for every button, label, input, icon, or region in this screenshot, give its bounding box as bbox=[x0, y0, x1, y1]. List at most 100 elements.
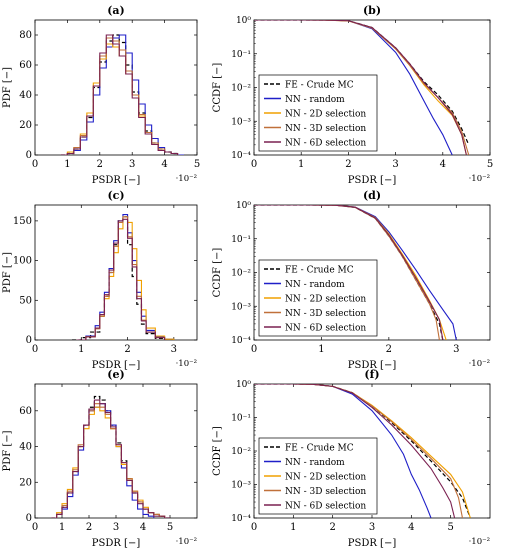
y-tick-label: 10⁰ bbox=[236, 16, 251, 26]
chart-panel-d: (d) 0 1 2 3 ·10⁻² PSDR [−] 10⁻⁴ 10⁻³ 10⁻² 10⁻¹ 10⁰ C… bbox=[212, 189, 491, 371]
x-tick-label: 5 bbox=[447, 522, 453, 533]
axes-frame bbox=[34, 204, 198, 341]
y-tick-label: 20 bbox=[19, 477, 32, 488]
x-tick-label: 2 bbox=[329, 522, 335, 533]
y-axis-label: PDF [−] bbox=[2, 430, 13, 471]
panel-title: (b) bbox=[363, 4, 381, 17]
y-tick-label: 50 bbox=[19, 295, 32, 306]
y-tick-label: 10⁰ bbox=[236, 380, 251, 390]
series-line-sel3d bbox=[76, 216, 166, 340]
x-tick-label: 0 bbox=[251, 344, 257, 355]
series-line-sel6d bbox=[254, 20, 467, 155]
x-tick-label: 3 bbox=[369, 522, 375, 533]
legend-label: NN - 3D selection bbox=[285, 309, 366, 319]
y-tick-label: 60 bbox=[19, 60, 32, 71]
y-axis-label: PDF [−] bbox=[2, 67, 13, 108]
x-tick-label: 2 bbox=[86, 522, 92, 533]
chart-panel-f: (f) 0 1 2 3 4 5 ·10⁻² PSDR [−] 10⁻⁴ 10⁻³ 10⁻² 10⁻¹ 10… bbox=[212, 368, 491, 549]
y-axis-label: PDF [−] bbox=[2, 252, 13, 293]
legend-label: NN - 6D selection bbox=[285, 502, 366, 512]
series-line-random bbox=[76, 213, 175, 340]
series-line-random bbox=[60, 34, 185, 155]
x-tick-label: 1 bbox=[78, 344, 84, 355]
y-axis-label: CCDF [−] bbox=[212, 63, 223, 113]
y-tick-label: 10⁻³ bbox=[231, 117, 251, 127]
series-line-sel6d bbox=[254, 384, 456, 518]
series-line-sel6d bbox=[76, 218, 166, 340]
legend-label: NN - random bbox=[285, 280, 345, 290]
y-tick-label: 10⁻¹ bbox=[231, 50, 251, 60]
x-axis-label: PSDR [−] bbox=[348, 538, 397, 549]
series-group bbox=[254, 205, 457, 340]
x-multiplier: ·10⁻² bbox=[176, 174, 197, 184]
y-tick-label: 10⁻⁴ bbox=[231, 151, 251, 161]
x-tick-label: 3 bbox=[129, 159, 135, 170]
legend-label: FE - Crude MC bbox=[285, 81, 354, 91]
legend-label: NN - 2D selection bbox=[285, 473, 366, 483]
x-axis-label: PSDR [−] bbox=[348, 175, 397, 186]
legend: FE - Crude MC NN - random NN - 2D selectio… bbox=[258, 74, 378, 152]
y-tick-label: 10⁻¹ bbox=[231, 414, 251, 424]
y-axis-label: CCDF [−] bbox=[212, 426, 223, 476]
legend-label: NN - random bbox=[285, 95, 345, 105]
x-tick-label: 0 bbox=[32, 344, 38, 355]
legend-label: NN - 6D selection bbox=[285, 139, 366, 149]
y-tick-label: 10⁰ bbox=[236, 201, 251, 211]
series-line-sel6d bbox=[254, 205, 444, 340]
series-line-sel2d bbox=[60, 43, 179, 155]
x-tick-label: 0 bbox=[251, 522, 257, 533]
x-tick-label: 4 bbox=[408, 522, 414, 533]
series-line-random bbox=[51, 403, 155, 518]
x-tick-label: 3 bbox=[113, 522, 119, 533]
y-tick-label: 10⁻² bbox=[231, 84, 251, 94]
y-tick-label: 10⁻³ bbox=[231, 481, 251, 491]
y-tick-label: 40 bbox=[19, 442, 32, 453]
y-tick-label: 10⁻⁴ bbox=[231, 336, 251, 346]
x-multiplier: ·10⁻² bbox=[176, 359, 197, 369]
legend-label: NN - random bbox=[285, 458, 345, 468]
x-tick-label: 1 bbox=[64, 159, 70, 170]
x-axis-label: PSDR [−] bbox=[92, 538, 141, 549]
x-multiplier: ·10⁻² bbox=[469, 359, 490, 369]
series-group bbox=[60, 34, 185, 155]
series-group bbox=[72, 213, 175, 340]
y-tick-label: 60 bbox=[19, 406, 32, 417]
y-tick-label: 0 bbox=[26, 513, 32, 524]
panel-title: (c) bbox=[107, 189, 124, 202]
x-tick-label: 2 bbox=[124, 344, 130, 355]
x-tick-label: 0 bbox=[32, 522, 38, 533]
series-line-sel6d bbox=[60, 34, 179, 155]
x-tick-label: 4 bbox=[140, 522, 146, 533]
x-multiplier: ·10⁻² bbox=[176, 537, 197, 547]
y-tick-label: 10⁻³ bbox=[231, 302, 251, 312]
x-tick-label: 5 bbox=[487, 159, 493, 170]
x-axis-label: PSDR [−] bbox=[92, 360, 141, 371]
x-axis-label: PSDR [−] bbox=[92, 175, 141, 186]
legend: FE - Crude MC NN - random NN - 2D selectio… bbox=[258, 437, 378, 515]
series-group bbox=[51, 395, 170, 518]
x-tick-label: 0 bbox=[251, 159, 257, 170]
y-tick-label: 100 bbox=[13, 256, 32, 267]
panel-title: (a) bbox=[107, 4, 125, 17]
y-tick-label: 80 bbox=[19, 30, 32, 41]
y-tick-label: 10⁻² bbox=[231, 447, 251, 457]
legend-label: NN - 3D selection bbox=[285, 124, 366, 134]
x-tick-label: 4 bbox=[440, 159, 446, 170]
chart-panel-a: (a) 0 1 2 3 4 5 ·10⁻² PSDR [−] 0 20 40 60 80 PDF [−] bbox=[2, 4, 200, 186]
x-tick-label: 1 bbox=[290, 522, 296, 533]
legend-label: NN - 2D selection bbox=[285, 295, 366, 305]
y-tick-label: 20 bbox=[19, 120, 32, 131]
x-tick-label: 1 bbox=[298, 159, 304, 170]
y-tick-label: 0 bbox=[26, 150, 32, 161]
x-tick-label: 3 bbox=[392, 159, 398, 170]
series-group bbox=[254, 384, 471, 518]
chart-panel-b: (b) 0 1 2 3 4 5 ·10⁻² PSDR [−] 10⁻⁴ 10⁻³ 10⁻² 10⁻¹ 10… bbox=[212, 4, 493, 186]
x-multiplier: ·10⁻² bbox=[469, 537, 490, 547]
x-tick-label: 2 bbox=[97, 159, 103, 170]
axes-frame bbox=[34, 19, 198, 156]
x-tick-label: 1 bbox=[318, 344, 324, 355]
y-tick-label: 10⁻² bbox=[231, 269, 251, 279]
y-tick-label: 10⁻¹ bbox=[231, 235, 251, 245]
chart-panel-c: (c) 0 1 2 3 ·10⁻² PSDR [−] 0 50 100 150 PDF [−] bbox=[2, 189, 198, 371]
